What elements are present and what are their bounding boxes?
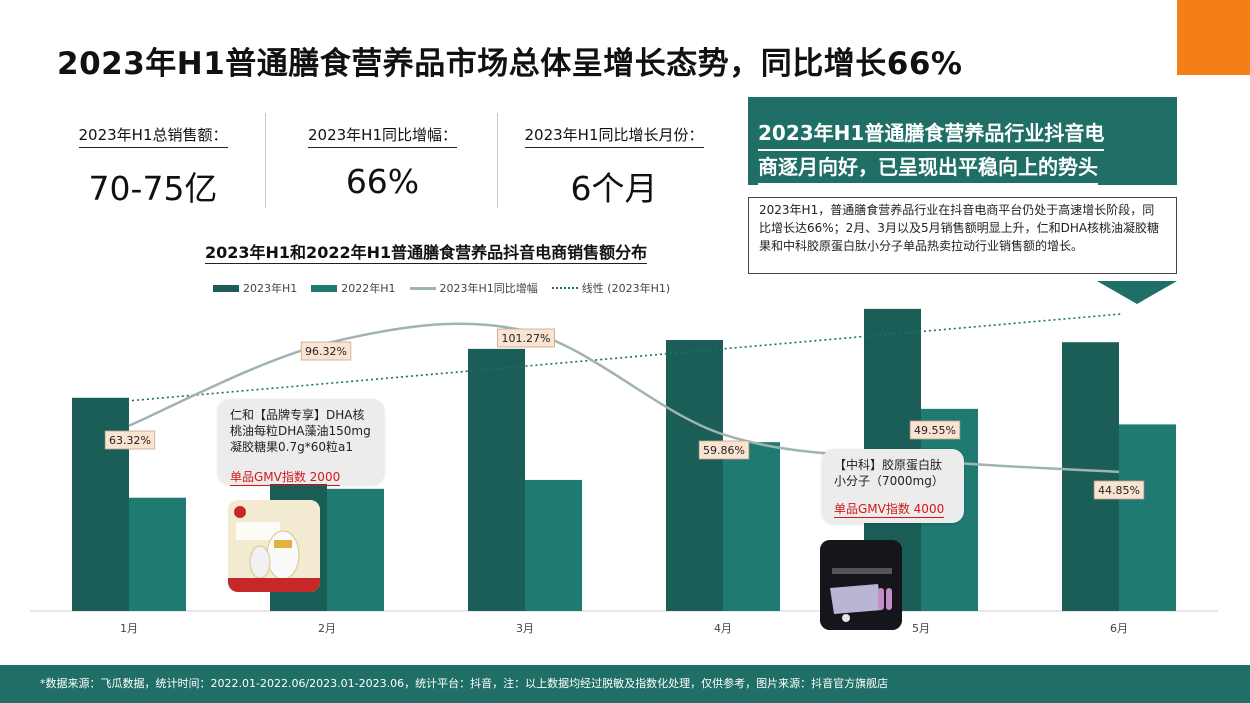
legend-dotted-line [551,287,578,289]
x-tick-label: 6月 [1110,622,1128,635]
kpi-label: 2023年H1总销售额： [78,124,228,148]
trendline-2023 [126,313,1122,402]
x-tick-label: 4月 [714,622,732,635]
kpi-label: 2023年H1同比增幅： [308,124,457,148]
kpi-value: 70-75亿 [88,169,218,208]
legend-swatch [213,284,239,292]
product-image-collagen [820,540,902,630]
x-tick-label: 5月 [912,622,930,635]
kpi-label: 2023年H1同比增长月份： [524,124,704,148]
kpi-divider [497,113,498,208]
footer-source-note: *数据来源：飞瓜数据，统计时间：2022.01-2022.06/2023.01-… [0,665,1250,703]
x-tick-label: 3月 [516,622,534,635]
page-title: 2023年H1普通膳食营养品市场总体呈增长态势，同比增长66% [57,46,963,82]
growth-data-label: 49.55% [914,424,956,437]
growth-data-label: 44.85% [1098,484,1140,497]
chart-title: 2023年H1和2022年H1普通膳食营养品抖音电商销售额分布 [205,239,648,264]
kpi-value: 66% [345,162,420,201]
bar-2023-4 [666,339,723,611]
product-desc: 【中科】胶原蛋白肽小分子（7000mg） [834,458,944,488]
kpi-value: 6个月 [570,169,658,208]
growth-data-label: 101.27% [502,332,551,345]
bar-2022-4 [723,442,780,611]
legend-label: 2023年H1 [243,282,298,295]
bar-2023-3 [468,348,525,611]
accent-block [1177,0,1250,75]
bar-2022-6 [1119,424,1176,611]
growth-data-label: 59.86% [703,444,745,457]
growth-data-label: 96.32% [305,345,347,358]
product-image-dha [228,500,320,592]
growth-label-box [496,328,555,348]
product-callout-bubble: 【中科】胶原蛋白肽小分子（7000mg） 单品GMV指数 4000 [822,449,964,523]
growth-label-box [104,430,156,450]
growth-data-label: 63.32% [109,434,151,447]
x-tick-label: 2月 [318,622,336,635]
x-tick-label: 1月 [120,622,138,635]
chart-canvas: 1月 2月 3月 4月 5月 6月 63.32% 96.32% 101.27% 59.86% 49.… [30,281,1218,635]
bar-2023-6 [1062,342,1119,611]
callout-pointer [1097,281,1177,304]
chart-legend: 2023年H1 2022年H1 2023年H1同比增幅 线性 (2023年H1) [213,280,684,296]
product-callout-bubble: 仁和【品牌专享】DHA核桃油每粒DHA藻油150mg凝胶糖果0.7g*60粒a1… [218,399,384,486]
growth-label-box [1093,480,1145,500]
product-gmv: 单品GMV指数 2000 [230,470,341,486]
bar-2022-3 [525,479,582,611]
callout-header-line2: 商逐月向好，已呈现出平稳向上的势头 [758,151,1098,185]
legend-item-trend: 线性 (2023年H1) [551,280,671,296]
product-gmv: 单品GMV指数 4000 [834,502,945,518]
legend-label: 线性 (2023年H1) [581,282,671,295]
legend-label: 2023年H1同比增幅 [439,282,538,295]
legend-line [409,286,436,290]
legend-item-growth: 2023年H1同比增幅 [409,280,538,296]
kpi-growth-months: 2023年H1同比增长月份： 6个月 [505,124,723,210]
legend-label: 2022年H1 [341,282,396,295]
growth-label-box [909,420,961,440]
callout-header-line1: 2023年H1普通膳食营养品行业抖音电 [758,117,1105,151]
legend-item-2023: 2023年H1 [213,280,297,296]
kpi-divider [265,113,266,208]
legend-item-2022: 2022年H1 [311,280,396,296]
bar-2022-2 [327,488,384,611]
legend-swatch [311,284,338,292]
bar-2022-1 [129,497,186,611]
growth-label-box [698,440,750,460]
product-desc: 仁和【品牌专享】DHA核桃油每粒DHA藻油150mg凝胶糖果0.7g*60粒a1 [230,408,371,454]
growth-label-box [300,341,352,361]
kpi-total-sales: 2023年H1总销售额： 70-75亿 [62,124,244,210]
callout-header: 2023年H1普通膳食营养品行业抖音电 商逐月向好，已呈现出平稳向上的势头 [748,97,1177,185]
bar-2023-1 [72,397,129,611]
callout-body: 2023年H1，普通膳食营养品行业在抖音电商平台仍处于高速增长阶段，同比增长达6… [748,197,1177,274]
kpi-yoy-growth: 2023年H1同比增幅： 66% [290,124,475,201]
